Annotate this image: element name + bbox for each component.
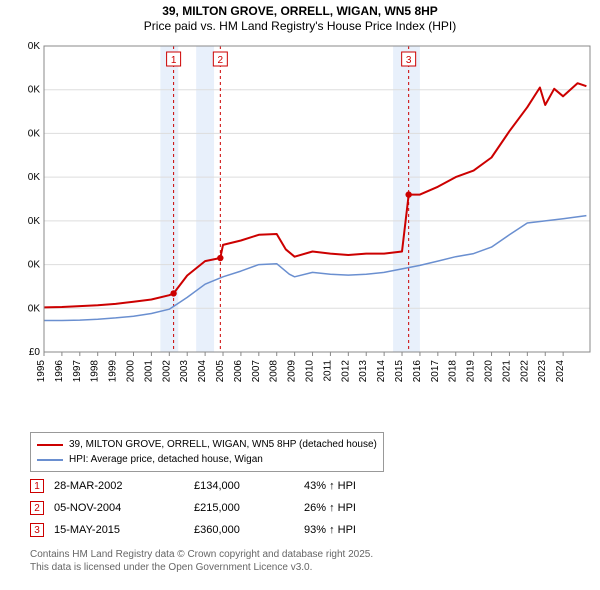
svg-text:2018: 2018 (448, 360, 459, 383)
svg-text:1999: 1999 (108, 360, 119, 383)
svg-text:2012: 2012 (340, 360, 351, 383)
footnote: Contains HM Land Registry data © Crown c… (30, 548, 373, 574)
sale-event-row: 3 15-MAY-2015£360,00093% ↑ HPI (30, 519, 414, 541)
svg-text:2008: 2008 (269, 360, 280, 383)
svg-text:£200K: £200K (28, 260, 40, 271)
svg-text:2000: 2000 (126, 360, 137, 383)
svg-text:2017: 2017 (430, 360, 441, 383)
event-delta: 43% ↑ HPI (304, 480, 414, 492)
event-delta: 26% ↑ HPI (304, 502, 414, 514)
event-number-box: 2 (30, 501, 44, 515)
svg-text:2001: 2001 (143, 360, 154, 383)
legend-label: HPI: Average price, detached house, Wiga… (69, 452, 263, 467)
svg-text:£0: £0 (29, 347, 41, 358)
svg-text:2024: 2024 (555, 360, 566, 383)
svg-text:2005: 2005 (215, 360, 226, 383)
legend-item: 39, MILTON GROVE, ORRELL, WIGAN, WN5 8HP… (37, 437, 377, 452)
svg-text:2020: 2020 (484, 360, 495, 383)
svg-text:£100K: £100K (28, 303, 40, 314)
svg-text:2004: 2004 (197, 360, 208, 383)
svg-text:£700K: £700K (28, 41, 40, 52)
svg-text:2013: 2013 (358, 360, 369, 383)
svg-text:2016: 2016 (412, 360, 423, 383)
svg-text:2006: 2006 (233, 360, 244, 383)
svg-text:£300K: £300K (28, 216, 40, 227)
svg-text:2014: 2014 (376, 360, 387, 383)
event-number-box: 1 (30, 479, 44, 493)
title-address: 39, MILTON GROVE, ORRELL, WIGAN, WN5 8HP (0, 4, 600, 19)
legend: 39, MILTON GROVE, ORRELL, WIGAN, WN5 8HP… (30, 432, 384, 472)
chart-page: 39, MILTON GROVE, ORRELL, WIGAN, WN5 8HP… (0, 0, 600, 590)
svg-text:2015: 2015 (394, 360, 405, 383)
svg-text:2021: 2021 (501, 360, 512, 383)
event-date: 28-MAR-2002 (54, 480, 194, 492)
svg-text:2022: 2022 (519, 360, 530, 383)
svg-text:1997: 1997 (72, 360, 83, 383)
chart-svg: £0 £100K £200K £300K £400K £500K £600K £700K 199… (28, 40, 592, 400)
svg-text:2019: 2019 (466, 360, 477, 383)
svg-text:£400K: £400K (28, 172, 40, 183)
legend-item: HPI: Average price, detached house, Wiga… (37, 452, 377, 467)
svg-text:2: 2 (218, 55, 224, 66)
legend-swatch-icon (37, 444, 63, 446)
legend-label: 39, MILTON GROVE, ORRELL, WIGAN, WN5 8HP… (69, 437, 377, 452)
svg-text:2010: 2010 (305, 360, 316, 383)
event-number-box: 3 (30, 523, 44, 537)
event-price: £215,000 (194, 502, 304, 514)
event-date: 05-NOV-2004 (54, 502, 194, 514)
svg-text:2023: 2023 (537, 360, 548, 383)
svg-text:2003: 2003 (179, 360, 190, 383)
svg-text:£600K: £600K (28, 85, 40, 96)
svg-text:£500K: £500K (28, 128, 40, 139)
svg-text:1995: 1995 (36, 360, 47, 383)
svg-text:2007: 2007 (251, 360, 262, 383)
footnote-line: Contains HM Land Registry data © Crown c… (30, 548, 373, 561)
sale-event-row: 2 05-NOV-2004£215,00026% ↑ HPI (30, 497, 414, 519)
sale-events-table: 1 28-MAR-2002£134,00043% ↑ HPI 2 05-NOV-200… (30, 475, 414, 541)
event-price: £360,000 (194, 524, 304, 536)
chart-area: £0 £100K £200K £300K £400K £500K £600K £700K 199… (28, 40, 592, 400)
event-date: 15-MAY-2015 (54, 524, 194, 536)
legend-swatch-icon (37, 459, 63, 461)
sale-event-row: 1 28-MAR-2002£134,00043% ↑ HPI (30, 475, 414, 497)
svg-text:1: 1 (171, 55, 177, 66)
svg-text:2011: 2011 (322, 360, 333, 382)
svg-text:1998: 1998 (90, 360, 101, 383)
footnote-line: This data is licensed under the Open Gov… (30, 561, 373, 574)
svg-text:2009: 2009 (287, 360, 298, 383)
event-price: £134,000 (194, 480, 304, 492)
title-subtitle: Price paid vs. HM Land Registry's House … (0, 19, 600, 34)
event-delta: 93% ↑ HPI (304, 524, 414, 536)
svg-text:2002: 2002 (161, 360, 172, 383)
svg-text:3: 3 (406, 55, 412, 66)
svg-text:1996: 1996 (54, 360, 65, 383)
title-block: 39, MILTON GROVE, ORRELL, WIGAN, WN5 8HP… (0, 0, 600, 34)
